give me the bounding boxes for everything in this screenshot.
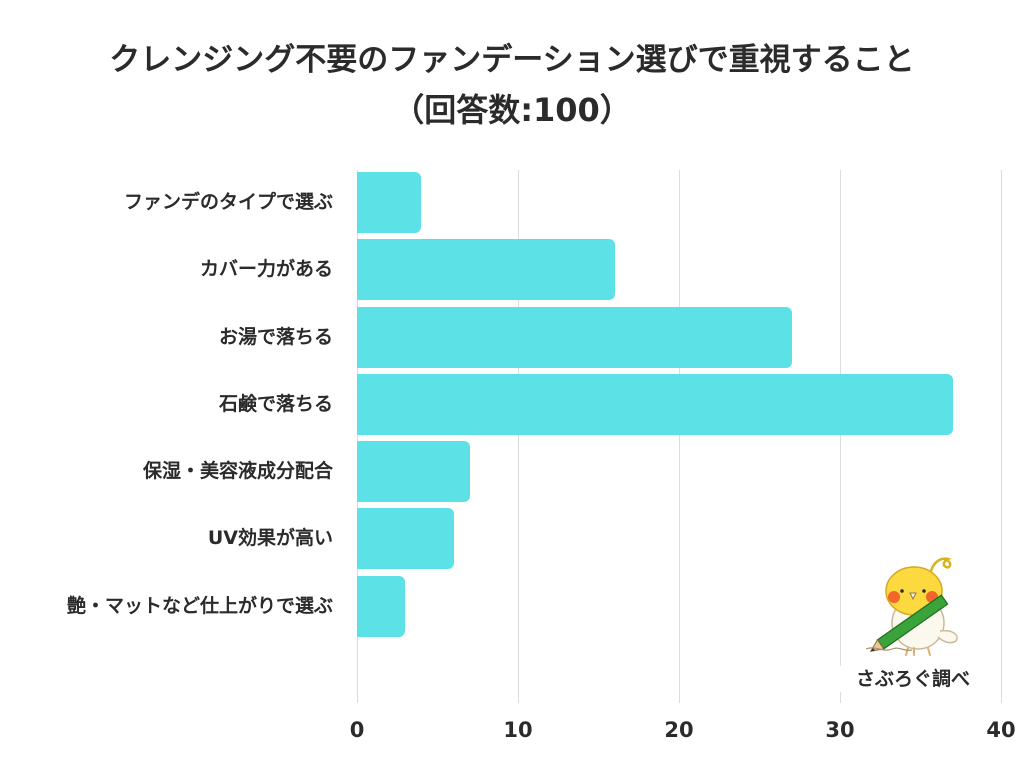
gridline-10 bbox=[518, 170, 519, 703]
gridline-20 bbox=[679, 170, 680, 703]
category-label: 石鹸で落ちる bbox=[218, 393, 333, 415]
bar bbox=[357, 508, 454, 569]
x-tick-label: 30 bbox=[825, 718, 855, 742]
cockatiel-with-pencil-icon bbox=[852, 553, 977, 665]
x-tick-label: 40 bbox=[986, 718, 1016, 742]
category-label: ファンデのタイプで選ぶ bbox=[123, 191, 333, 213]
source-credit: さぶろぐ調べ bbox=[836, 666, 990, 692]
bar bbox=[357, 307, 792, 368]
x-tick-label: 0 bbox=[349, 718, 365, 742]
chart-subtitle: （回答数:100） bbox=[392, 91, 632, 129]
bar bbox=[357, 172, 422, 233]
gridline-30 bbox=[840, 170, 841, 703]
category-label: 保湿・美容液成分配合 bbox=[142, 460, 333, 482]
chart-title: クレンジング不要のファンデーション選びで重視すること bbox=[109, 42, 915, 78]
category-label: 艶・マットなど仕上がりで選ぶ bbox=[66, 595, 333, 617]
bar bbox=[357, 441, 470, 502]
category-label: UV効果が高い bbox=[207, 527, 333, 549]
category-label: カバー力がある bbox=[199, 258, 333, 280]
bar bbox=[357, 374, 953, 435]
x-tick-label: 20 bbox=[664, 718, 694, 742]
bar bbox=[357, 576, 406, 637]
gridline-40 bbox=[1001, 170, 1002, 703]
category-label: お湯で落ちる bbox=[218, 326, 333, 348]
gridline-0 bbox=[357, 170, 358, 703]
x-tick-label: 10 bbox=[503, 718, 533, 742]
bar bbox=[357, 239, 615, 300]
